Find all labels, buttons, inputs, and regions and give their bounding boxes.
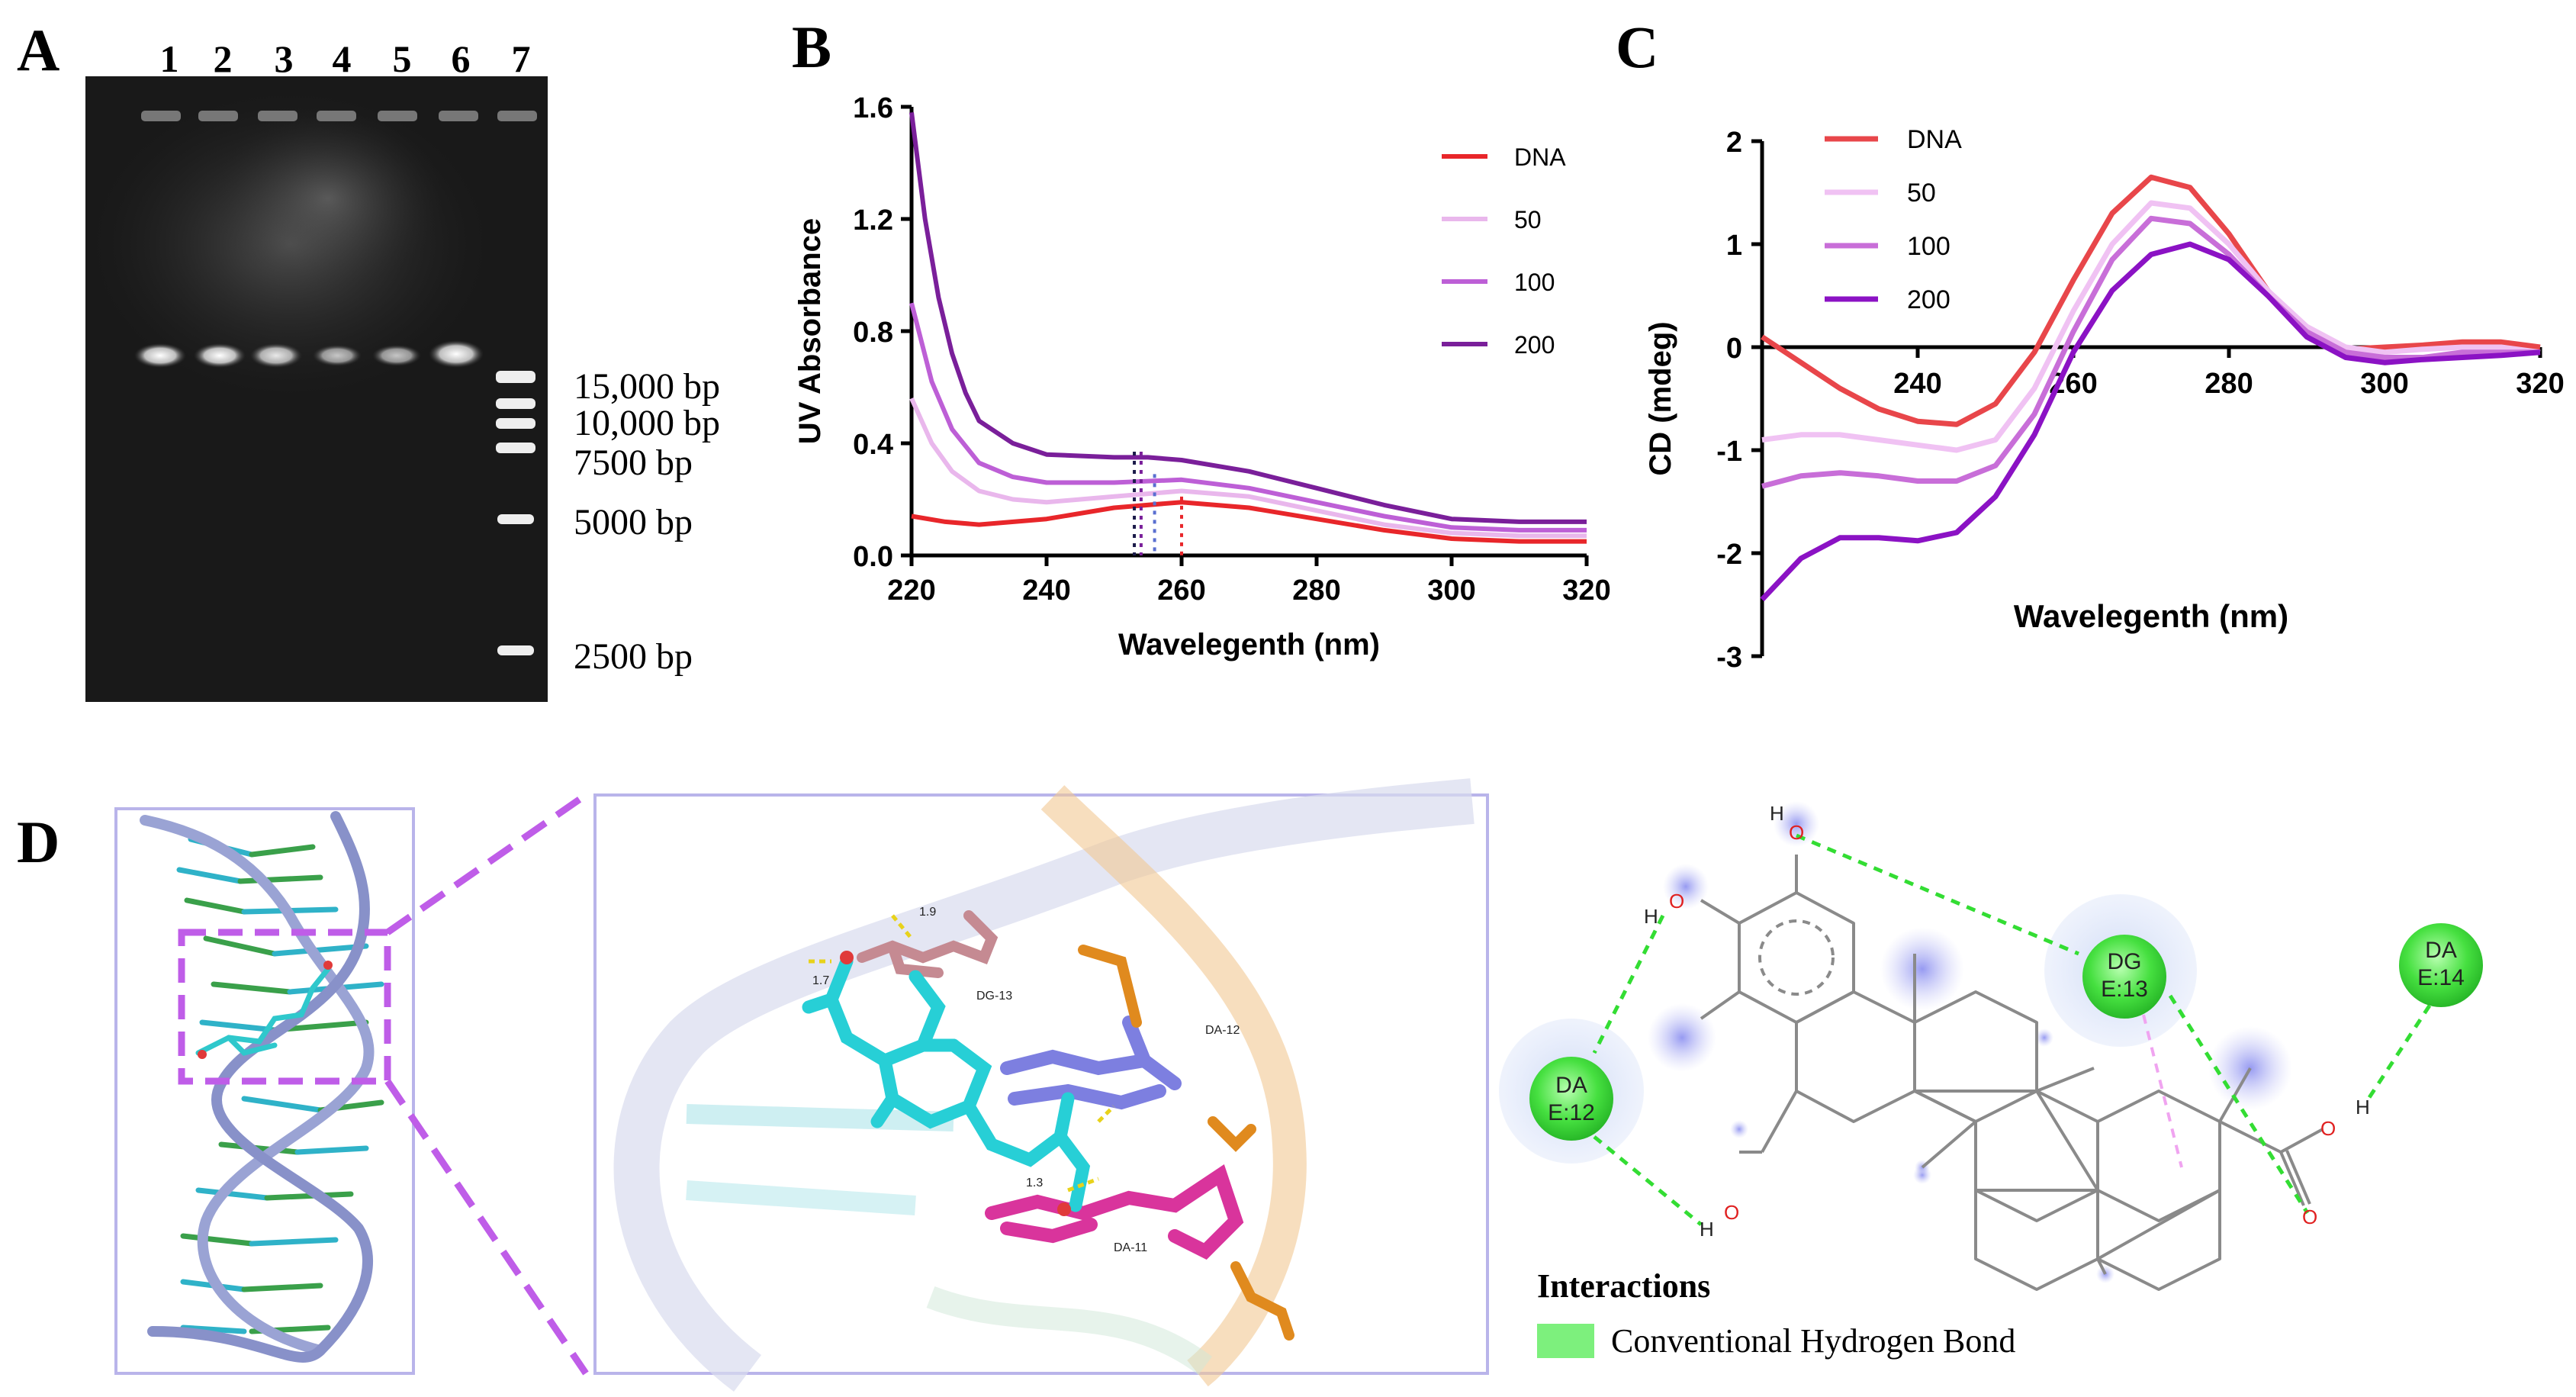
cd-y-tick-label: -1	[1716, 436, 1742, 468]
cd-y-tick-label: 1	[1726, 230, 1742, 262]
uv-legend-label: 100	[1514, 269, 1555, 296]
gel-panel: 1 2 3 4 5 6 7 15,000 bp 10,000 bp 7500 b…	[85, 37, 720, 702]
distance-label: 1.9	[919, 906, 936, 919]
cd-y-tick-label: -2	[1716, 539, 1742, 571]
atom-label-o: O	[1669, 890, 1684, 913]
gel-ladder-bands	[496, 371, 535, 655]
cd-legend-label: DNA	[1907, 125, 1962, 154]
uv-x-tick-label: 320	[1562, 575, 1610, 607]
cd-y-tick-label: -3	[1716, 642, 1742, 674]
cd-y-tick-label: 2	[1726, 127, 1742, 159]
panel-label-c: C	[1616, 14, 1658, 80]
uv-x-tick-label: 220	[887, 575, 935, 607]
svg-text:DA: DA	[2425, 938, 2457, 963]
cd-series-line	[1760, 241, 2541, 602]
ligand-thumbnail	[195, 961, 333, 1059]
lane-label: 7	[512, 37, 531, 80]
atom-label-h: H	[1700, 1218, 1714, 1241]
cd-x-tick-label: 320	[2516, 368, 2564, 400]
cd-series-line	[1761, 215, 2540, 489]
lane-label: 5	[393, 37, 412, 80]
ladder-label: 5000 bp	[574, 502, 693, 542]
uv-x-tick-label: 240	[1022, 575, 1070, 607]
panel-label-b: B	[792, 14, 831, 80]
uv-x-axis-label: Wavelegenth (nm)	[1118, 628, 1380, 661]
uv-y-tick-label: 0.8	[853, 317, 893, 349]
panel-label-d: D	[17, 809, 59, 875]
lane-label: 6	[452, 37, 471, 80]
binding-site-zoom: 1.9 1.7 1.3 DG-13 DA-12 DA-11	[593, 778, 1489, 1392]
hbond-legend-label: Conventional Hydrogen Bond	[1611, 1322, 2015, 1360]
uv-y-axis-label: UV Absorbance	[793, 218, 827, 444]
cd-x-tick-label: 280	[2205, 368, 2253, 400]
uv-chart: 0.0 0.4 0.8 1.2 1.6 220 240 260 280 300 320 Waveleg…	[793, 92, 1611, 661]
lane-label: 2	[214, 37, 233, 80]
uv-y-tick-label: 0.0	[853, 541, 893, 573]
distance-label: 1.7	[812, 974, 829, 987]
cd-legend-label: 200	[1907, 285, 1950, 314]
residue-label-da11: DA-11	[1114, 1241, 1147, 1254]
dna-helix-overview	[114, 807, 415, 1375]
hbond-legend-swatch	[1537, 1324, 1594, 1358]
uv-series-line	[909, 397, 1587, 539]
cd-legend-label: 50	[1907, 179, 1936, 208]
svg-text:DA: DA	[1555, 1073, 1587, 1098]
lane-label: 3	[275, 37, 294, 80]
uv-x-tick-label: 280	[1292, 575, 1340, 607]
atom-label-o: O	[1789, 821, 1804, 844]
ladder-size-labels: 15,000 bp 10,000 bp 7500 bp 5000 bp 2500…	[574, 366, 720, 677]
cd-x-axis-label: Wavelegenth (nm)	[2014, 598, 2288, 634]
interactions-legend-title: Interactions	[1537, 1267, 1710, 1305]
zoom-box	[178, 929, 391, 1085]
uv-x-tick-label: 260	[1157, 575, 1205, 607]
distance-label: 1.3	[1026, 1177, 1043, 1189]
svg-text:E:13: E:13	[2101, 977, 2148, 1002]
gel-wells	[141, 111, 537, 121]
ladder-label: 7500 bp	[574, 443, 693, 483]
residue-label-dg13: DG-13	[976, 990, 1012, 1003]
cd-x-tick-label: 240	[1893, 368, 1941, 400]
uv-legend-label: DNA	[1514, 143, 1566, 171]
residue-label-da12: DA-12	[1205, 1024, 1240, 1037]
interaction-diagram-2d: H O H O H O O H O DA E:12 DG E:13 DA E:1…	[1499, 801, 2483, 1360]
uv-series-line	[909, 302, 1587, 533]
residue-da-12: DA E:12	[1529, 1057, 1613, 1141]
uv-y-tick-label: 1.6	[853, 92, 893, 124]
svg-text:DG: DG	[2108, 949, 2142, 974]
ladder-label: 15,000 bp	[574, 366, 720, 407]
lane-label: 1	[160, 37, 179, 80]
ladder-label: 10,000 bp	[574, 403, 720, 443]
uv-series-line	[909, 112, 1587, 524]
uv-x-tick-label: 300	[1427, 575, 1475, 607]
gel-sample-bands	[134, 340, 484, 368]
cd-series-line	[1761, 200, 2541, 453]
atom-label-o: O	[1724, 1201, 1739, 1224]
atom-label-o: O	[2320, 1117, 2336, 1140]
cd-x-tick-label: 300	[2360, 368, 2408, 400]
atom-label-h: H	[2356, 1096, 2370, 1119]
cd-series-line	[1761, 174, 2541, 427]
atom-label-h: H	[1644, 905, 1658, 928]
svg-text:E:14: E:14	[2417, 965, 2465, 990]
uv-y-tick-label: 1.2	[853, 204, 893, 237]
lane-label: 4	[333, 37, 352, 80]
cd-y-axis-label: CD (mdeg)	[1644, 321, 1677, 475]
svg-text:E:12: E:12	[1548, 1100, 1595, 1125]
uv-y-tick-label: 0.4	[853, 429, 893, 461]
residue-dg-13: DG E:13	[2082, 935, 2166, 1019]
atom-label-h: H	[1770, 802, 1784, 825]
ladder-label: 2500 bp	[574, 636, 693, 677]
uv-legend-label: 200	[1514, 331, 1555, 359]
uv-legend-label: 50	[1514, 206, 1542, 233]
uv-series-line	[911, 500, 1587, 544]
gel-lane-labels: 1 2 3 4 5 6 7	[160, 37, 531, 80]
atom-label-o: O	[2302, 1205, 2317, 1228]
residue-da-14: DA E:14	[2399, 923, 2483, 1007]
cd-y-tick-label: 0	[1726, 333, 1742, 365]
cd-legend-label: 100	[1907, 232, 1950, 261]
panel-label-a: A	[17, 17, 59, 83]
